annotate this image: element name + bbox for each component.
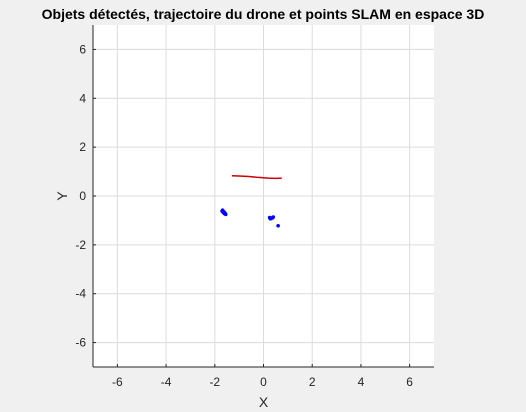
- data-point-1-6: [223, 211, 227, 215]
- x-tick-label-3: 0: [260, 375, 267, 389]
- x-tick-label-1: -4: [161, 375, 172, 389]
- axes-layer: [92, 25, 434, 368]
- data-point-1-13: [276, 224, 280, 228]
- y-tick-label-2: -2: [75, 238, 86, 252]
- x-tick-label-6: 6: [406, 375, 413, 389]
- y-tick-label-4: 2: [79, 140, 86, 154]
- y-tick-label-5: 4: [79, 91, 86, 105]
- x-tick-label-5: 4: [358, 375, 365, 389]
- data-point-1-5: [220, 208, 225, 212]
- grid-layer: [93, 25, 434, 367]
- x-tick-label-0: -6: [112, 375, 123, 389]
- y-tick-label-0: -6: [75, 336, 86, 350]
- x-tick-label-2: -2: [209, 375, 220, 389]
- y-axis-label: Y: [54, 191, 70, 201]
- tick-layer: -6 -4 -2 0 2 4 6 -6 -4 -2 0 2 4 6: [75, 42, 413, 389]
- data-layer: [220, 174, 282, 228]
- trajectory-line: [231, 174, 282, 180]
- data-point-1-12: [270, 215, 275, 220]
- y-tick-label-1: -4: [75, 287, 86, 301]
- y-tick-label-3: 0: [79, 189, 86, 203]
- x-axis-label: X: [259, 394, 269, 410]
- y-tick-label-6: 6: [79, 42, 86, 56]
- chart-title: Objets détectés, trajectoire du drone et…: [42, 6, 485, 22]
- x-tick-label-4: 2: [309, 375, 316, 389]
